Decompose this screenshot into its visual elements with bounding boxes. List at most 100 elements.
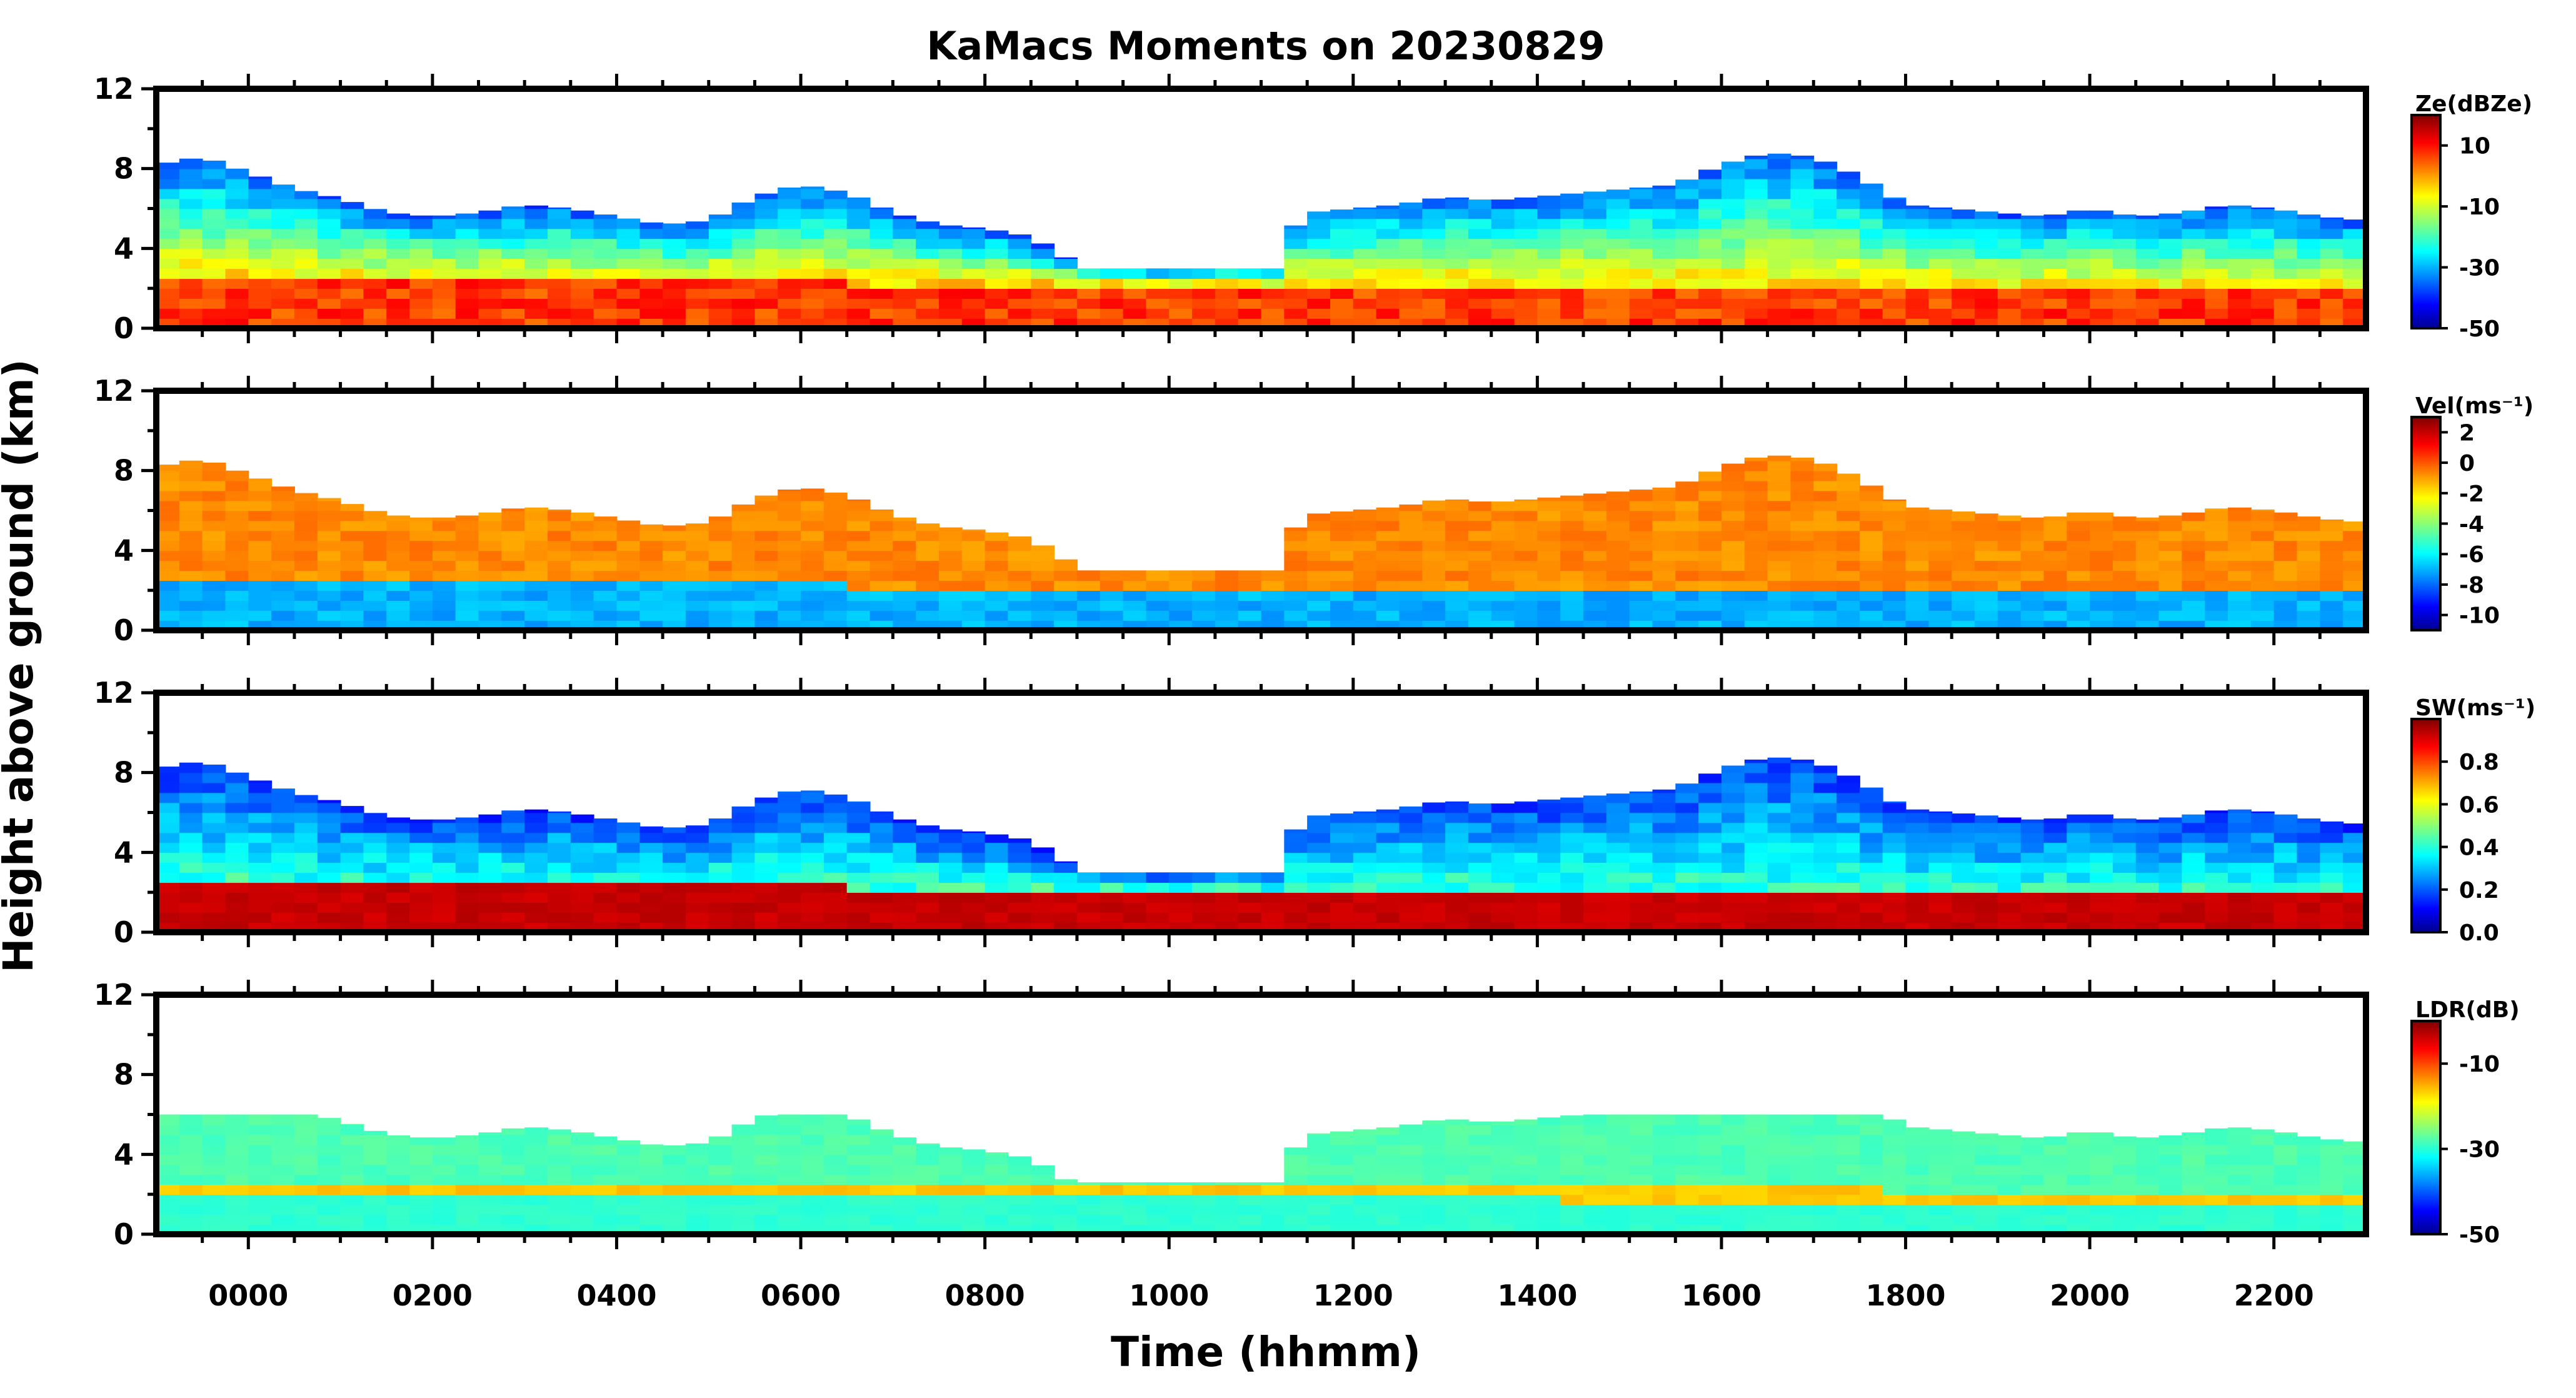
heatmap-cell <box>754 278 779 289</box>
heatmap-cell <box>524 809 548 813</box>
heatmap-cell <box>778 792 801 793</box>
heatmap-cell <box>961 1149 986 1155</box>
heatmap-cell <box>1307 1154 1331 1165</box>
heatmap-cell <box>2320 842 2344 853</box>
heatmap-cell <box>179 822 203 833</box>
heatmap-cell <box>1376 852 1400 863</box>
heatmap-cell <box>1353 258 1377 269</box>
heatmap-cell <box>1882 530 1907 541</box>
heatmap-cell <box>225 802 249 813</box>
heatmap-cell <box>1169 1194 1193 1205</box>
heatmap-cell <box>524 1214 548 1225</box>
heatmap-cell <box>2250 1154 2275 1165</box>
heatmap-cell <box>731 1174 756 1185</box>
heatmap-cell <box>2297 1174 2321 1185</box>
heatmap-spectrum-width <box>156 757 2366 932</box>
heatmap-cell <box>1537 570 1561 581</box>
heatmap-cell <box>2090 610 2113 621</box>
heatmap-cell <box>1376 550 1400 561</box>
heatmap-cell <box>570 1214 594 1225</box>
heatmap-cell <box>593 610 618 621</box>
heatmap-cell <box>478 872 503 883</box>
heatmap-cell <box>2228 882 2252 893</box>
heatmap-cell <box>1813 238 1838 249</box>
heatmap-cell <box>1583 298 1607 309</box>
heatmap-cell <box>1722 590 1745 601</box>
heatmap-cell <box>363 1174 388 1185</box>
heatmap-cell <box>2043 1204 2068 1215</box>
heatmap-cell <box>1928 288 1953 299</box>
heatmap-cell <box>1330 600 1354 611</box>
heatmap-cell <box>1882 852 1907 863</box>
heatmap-cell <box>179 500 203 511</box>
heatmap-cell <box>1583 191 1607 199</box>
heatmap-cell <box>478 512 503 521</box>
heatmap-cell <box>478 862 503 873</box>
heatmap-cell <box>1882 832 1907 843</box>
heatmap-cell <box>294 198 318 209</box>
heatmap-cell <box>386 912 410 923</box>
heatmap-cell <box>1399 852 1423 863</box>
heatmap-cell <box>939 892 963 903</box>
heatmap-cell <box>1330 308 1354 319</box>
heatmap-cell <box>1376 298 1400 309</box>
heatmap-cell <box>156 812 180 823</box>
heatmap-cell <box>801 852 824 863</box>
heatmap-cell <box>616 550 641 561</box>
heatmap-cell <box>1698 178 1722 189</box>
heatmap-cell <box>939 912 963 923</box>
heatmap-cell <box>1698 560 1722 571</box>
heatmap-cell <box>1722 862 1745 873</box>
heatmap-cell <box>1629 298 1653 309</box>
heatmap-cell <box>409 1137 433 1145</box>
heatmap-cell <box>2320 610 2344 621</box>
heatmap-cell <box>1076 600 1101 611</box>
heatmap-cell <box>2250 590 2275 601</box>
heatmap-cell <box>593 550 618 561</box>
heatmap-cell <box>2250 570 2275 581</box>
heatmap-cell <box>179 258 203 269</box>
heatmap-cell <box>340 560 364 571</box>
heatmap-cell <box>1307 1184 1331 1195</box>
heatmap-cell <box>754 610 779 621</box>
heatmap-cell <box>179 1194 203 1205</box>
heatmap-cell <box>1514 500 1538 511</box>
heatmap-cell <box>1813 912 1838 923</box>
heatmap-cell <box>1606 258 1630 269</box>
heatmap-cell <box>1284 278 1308 289</box>
heatmap-cell <box>317 1118 341 1125</box>
heatmap-cell <box>1537 1184 1561 1195</box>
heatmap-cell <box>1698 882 1722 893</box>
heatmap-cell <box>1952 278 1975 289</box>
heatmap-cell <box>2067 248 2091 259</box>
heatmap-cell <box>1445 1134 1469 1145</box>
heatmap-cell <box>2250 842 2275 853</box>
heatmap-cell <box>432 862 456 873</box>
heatmap-cell <box>2182 512 2206 521</box>
heatmap-cell <box>1837 1114 1860 1125</box>
heatmap-cell <box>1790 1144 1815 1155</box>
heatmap-cell <box>1790 178 1815 189</box>
heatmap-cell <box>1975 912 1998 923</box>
heatmap-cell <box>2067 560 2091 571</box>
heatmap-cell <box>501 882 526 893</box>
heatmap-cell <box>1606 1114 1630 1125</box>
heatmap-cell <box>1837 208 1860 219</box>
heatmap-cell <box>1882 1144 1907 1155</box>
heatmap-cell <box>870 1129 894 1135</box>
heatmap-cell <box>1422 902 1446 913</box>
heatmap-cell <box>1767 455 1792 461</box>
heatmap-cell <box>225 1154 249 1165</box>
heatmap-cell <box>1744 308 1768 319</box>
heatmap-cell <box>1652 1154 1676 1165</box>
heatmap-cell <box>2320 832 2344 843</box>
heatmap-cell <box>1560 1124 1584 1135</box>
heatmap-cell <box>1307 1204 1331 1215</box>
heatmap-cell <box>2112 818 2137 823</box>
heatmap-cell <box>1859 580 1883 591</box>
heatmap-cell <box>432 550 456 561</box>
heatmap-cell <box>1744 782 1768 793</box>
heatmap-cell <box>455 882 479 893</box>
heatmap-cell <box>2320 1184 2344 1195</box>
